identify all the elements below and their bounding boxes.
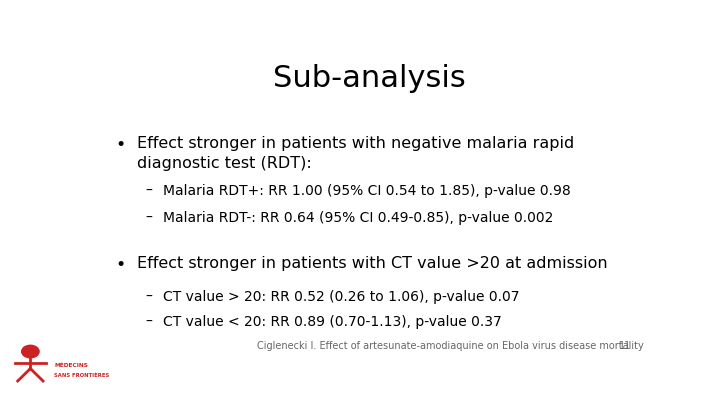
Text: Effect stronger in patients with CT value >20 at admission: Effect stronger in patients with CT valu… (138, 256, 608, 271)
Text: –: – (145, 184, 153, 198)
Text: 11: 11 (619, 341, 631, 351)
Text: CT value < 20: RR 0.89 (0.70-1.13), p-value 0.37: CT value < 20: RR 0.89 (0.70-1.13), p-va… (163, 315, 501, 329)
Text: –: – (145, 315, 153, 329)
Text: CT value > 20: RR 0.52 (0.26 to 1.06), p-value 0.07: CT value > 20: RR 0.52 (0.26 to 1.06), p… (163, 290, 519, 304)
Text: –: – (145, 290, 153, 304)
Text: MÉDECINS: MÉDECINS (54, 363, 88, 368)
Text: Malaria RDT-: RR 0.64 (95% CI 0.49-0.85), p-value 0.002: Malaria RDT-: RR 0.64 (95% CI 0.49-0.85)… (163, 211, 553, 225)
Text: SANS FRONTIÈRES: SANS FRONTIÈRES (54, 373, 109, 378)
Text: –: – (145, 211, 153, 225)
Text: •: • (115, 136, 125, 154)
Circle shape (22, 345, 39, 358)
Text: •: • (115, 256, 125, 274)
Text: Sub-analysis: Sub-analysis (273, 64, 465, 93)
Text: Malaria RDT+: RR 1.00 (95% CI 0.54 to 1.85), p-value 0.98: Malaria RDT+: RR 1.00 (95% CI 0.54 to 1.… (163, 184, 570, 198)
Text: Ciglenecki I. Effect of artesunate-amodiaquine on Ebola virus disease mortality: Ciglenecki I. Effect of artesunate-amodi… (258, 341, 644, 351)
Text: Effect stronger in patients with negative malaria rapid
diagnostic test (RDT):: Effect stronger in patients with negativ… (138, 136, 575, 171)
